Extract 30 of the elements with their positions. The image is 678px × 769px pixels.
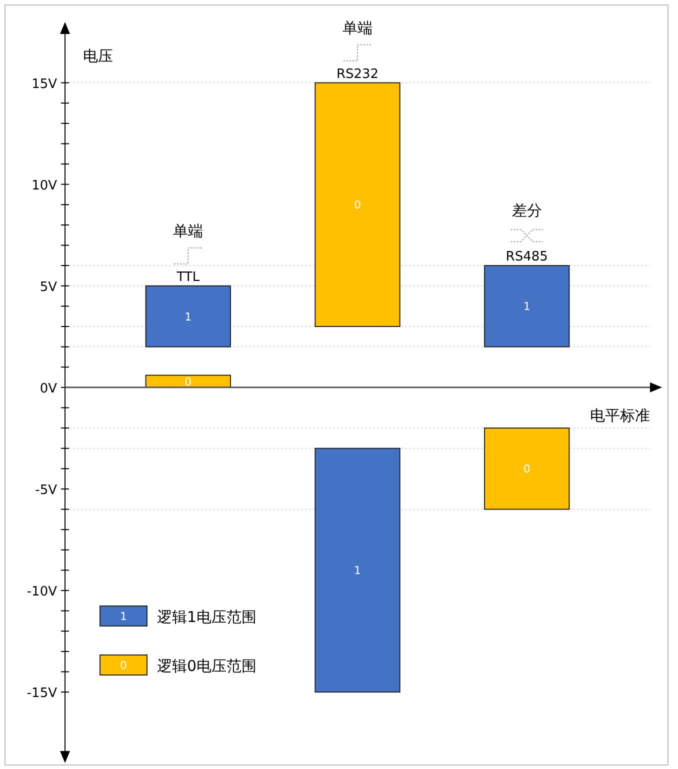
bar [484, 428, 570, 510]
annotation: 0 [523, 462, 530, 476]
annotation: 单端 [173, 222, 204, 240]
y-tick-label: 5V [40, 280, 58, 295]
legend-label: 逻辑1电压范围 [157, 608, 257, 626]
x-tick-label: RS485 [506, 250, 548, 265]
annotation: 1 [184, 310, 192, 324]
annotation: 0 [184, 375, 192, 388]
annotation: 1 [354, 564, 361, 578]
bar [314, 82, 400, 327]
text: 0 [120, 659, 127, 672]
y-tick-label: -15V [26, 686, 58, 702]
bar [314, 448, 400, 693]
annotation: 1 [523, 300, 530, 314]
annotation: 0 [354, 198, 361, 212]
y-axis-title: 电压 [83, 47, 113, 65]
annotation: 单端 [342, 18, 372, 37]
bar [145, 285, 231, 348]
y-tick-label: 10V [32, 178, 58, 194]
annotation: 差分 [512, 202, 542, 220]
x-tick-label: RS232 [336, 66, 379, 82]
y-tick-label: 15V [32, 76, 58, 92]
bar [484, 265, 570, 348]
y-tick-label: 0V [40, 381, 58, 396]
y-tick-label: -5V [35, 482, 58, 498]
legend-label: 逻辑0电压范围 [157, 657, 257, 675]
y-tick-label: -10V [26, 584, 58, 600]
x-tick-label: TTL [176, 270, 200, 285]
text: 1 [120, 610, 127, 623]
x-axis-title: 电平标准 [590, 406, 650, 424]
